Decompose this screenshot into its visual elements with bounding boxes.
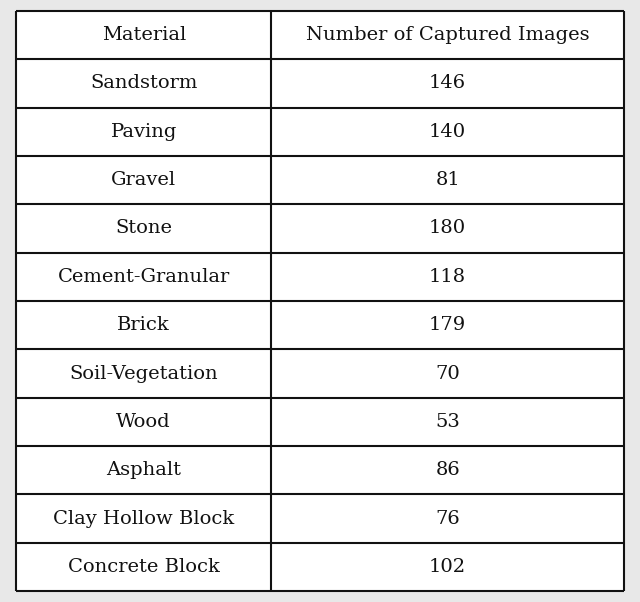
Text: Clay Hollow Block: Clay Hollow Block bbox=[53, 510, 234, 527]
Text: Stone: Stone bbox=[115, 220, 172, 237]
Text: 146: 146 bbox=[429, 75, 467, 92]
Text: Material: Material bbox=[102, 26, 186, 44]
Text: 118: 118 bbox=[429, 268, 467, 286]
Text: Gravel: Gravel bbox=[111, 171, 176, 189]
Text: 179: 179 bbox=[429, 316, 467, 334]
Text: Concrete Block: Concrete Block bbox=[68, 558, 220, 576]
Text: 86: 86 bbox=[435, 461, 460, 479]
Text: Paving: Paving bbox=[111, 123, 177, 141]
Text: Sandstorm: Sandstorm bbox=[90, 75, 197, 92]
Text: Brick: Brick bbox=[117, 316, 170, 334]
Text: 81: 81 bbox=[435, 171, 460, 189]
Text: 180: 180 bbox=[429, 220, 467, 237]
Text: Soil-Vegetation: Soil-Vegetation bbox=[69, 365, 218, 382]
Text: 140: 140 bbox=[429, 123, 467, 141]
Text: Wood: Wood bbox=[116, 413, 171, 431]
Text: 53: 53 bbox=[435, 413, 460, 431]
Text: Asphalt: Asphalt bbox=[106, 461, 181, 479]
Text: 102: 102 bbox=[429, 558, 467, 576]
Text: 70: 70 bbox=[435, 365, 460, 382]
Text: 76: 76 bbox=[435, 510, 460, 527]
Text: Number of Captured Images: Number of Captured Images bbox=[306, 26, 589, 44]
Text: Cement-Granular: Cement-Granular bbox=[58, 268, 230, 286]
